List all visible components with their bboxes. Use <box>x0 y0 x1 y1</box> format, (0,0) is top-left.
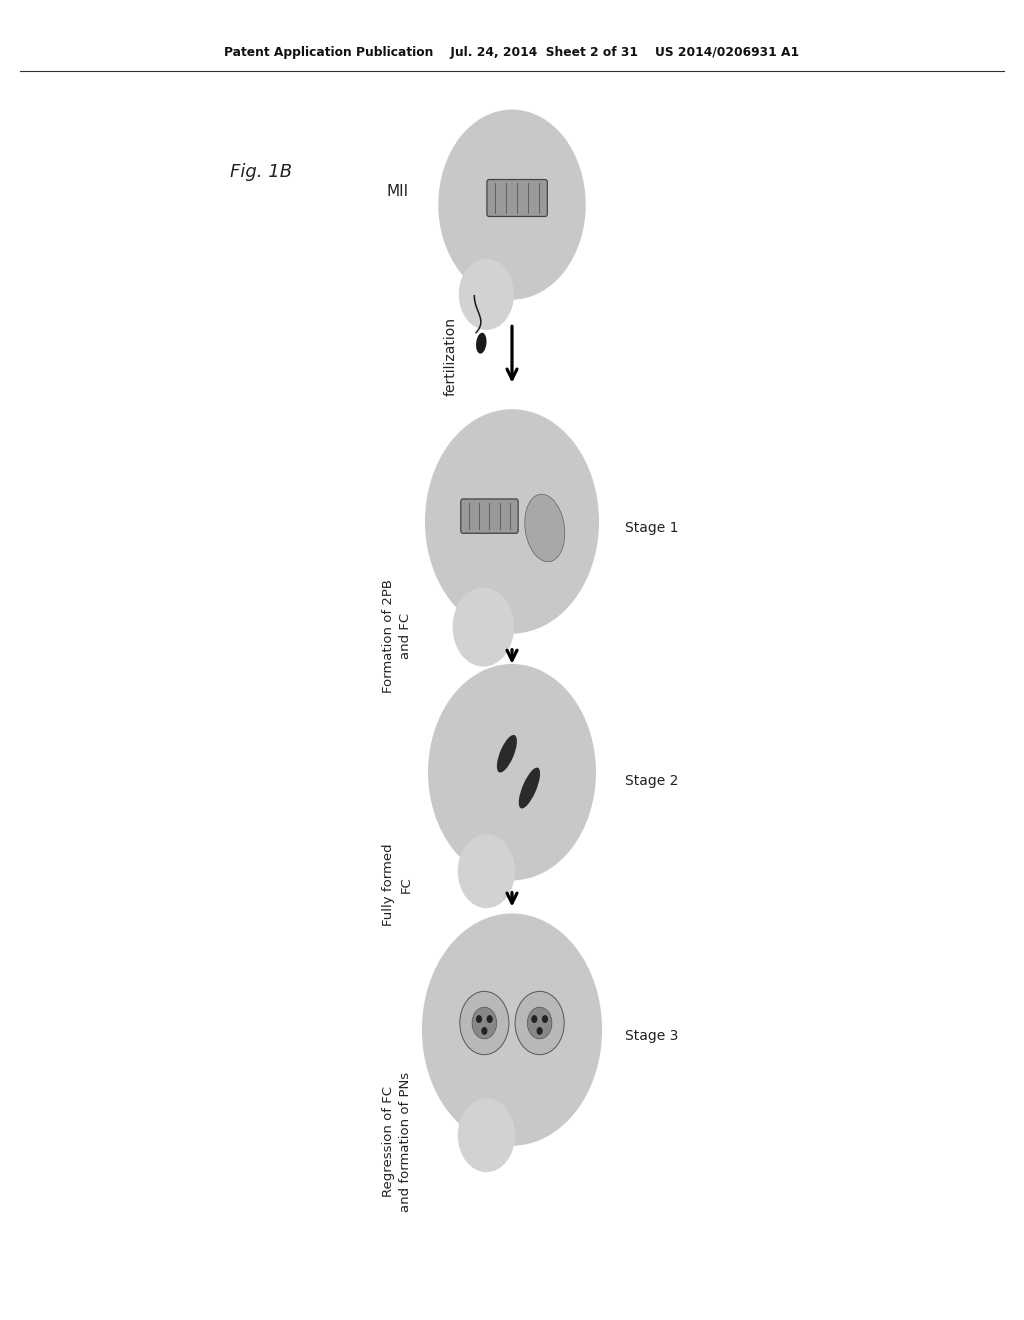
Ellipse shape <box>524 494 565 562</box>
Circle shape <box>458 834 515 908</box>
Circle shape <box>542 1015 548 1023</box>
Ellipse shape <box>476 333 486 354</box>
Ellipse shape <box>497 735 517 772</box>
Text: Fig. 1B: Fig. 1B <box>230 162 292 181</box>
Circle shape <box>472 1007 497 1039</box>
Circle shape <box>515 991 564 1055</box>
Circle shape <box>453 587 514 667</box>
Text: Stage 3: Stage 3 <box>625 1030 678 1043</box>
Circle shape <box>486 1015 493 1023</box>
Text: Fully formed
FC: Fully formed FC <box>382 843 413 925</box>
Text: fertilization: fertilization <box>443 317 458 396</box>
Text: MII: MII <box>386 183 409 199</box>
Text: Regression of FC
and formation of PNs: Regression of FC and formation of PNs <box>382 1072 413 1212</box>
Text: Stage 2: Stage 2 <box>625 775 678 788</box>
Circle shape <box>425 409 599 634</box>
Circle shape <box>531 1015 538 1023</box>
Text: Stage 1: Stage 1 <box>625 521 678 535</box>
Circle shape <box>422 913 602 1146</box>
Circle shape <box>428 664 596 880</box>
Circle shape <box>438 110 586 300</box>
Ellipse shape <box>519 767 540 809</box>
Text: Patent Application Publication    Jul. 24, 2014  Sheet 2 of 31    US 2014/020693: Patent Application Publication Jul. 24, … <box>224 46 800 59</box>
FancyBboxPatch shape <box>487 180 547 216</box>
Circle shape <box>527 1007 552 1039</box>
Circle shape <box>460 991 509 1055</box>
FancyBboxPatch shape <box>461 499 518 533</box>
Circle shape <box>481 1027 487 1035</box>
Circle shape <box>459 259 514 330</box>
Circle shape <box>537 1027 543 1035</box>
Text: Formation of 2PB
and FC: Formation of 2PB and FC <box>382 579 413 693</box>
Circle shape <box>476 1015 482 1023</box>
Circle shape <box>458 1098 515 1172</box>
